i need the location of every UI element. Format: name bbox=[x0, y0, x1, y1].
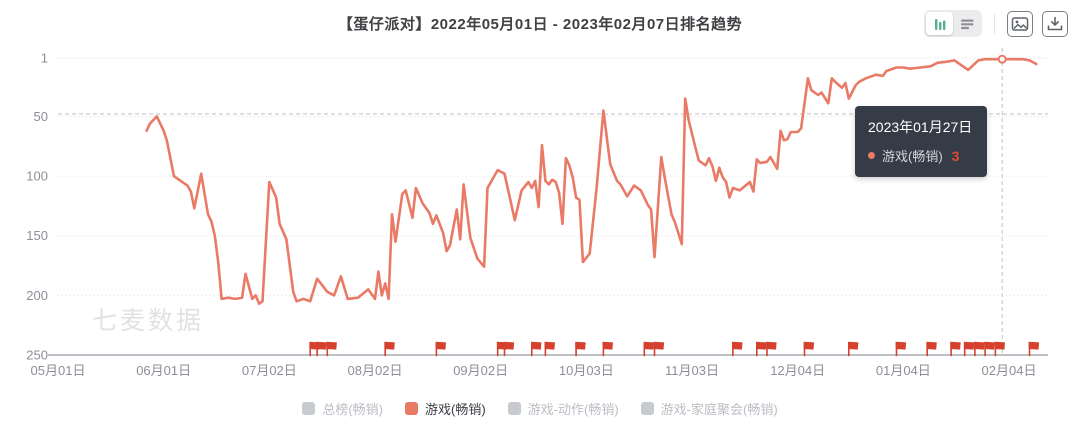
chart-legend: 总榜(畅销) 游戏(畅销) 游戏-动作(畅销) 游戏-家庭聚会(畅销) bbox=[0, 399, 1080, 418]
release-flag-icon[interactable] bbox=[926, 341, 937, 357]
y-tick-label: 100 bbox=[26, 169, 48, 184]
export-image-button[interactable] bbox=[1007, 10, 1033, 37]
y-tick-label: 250 bbox=[26, 348, 48, 363]
chart-toolbar bbox=[924, 10, 1068, 37]
release-flag-icon[interactable] bbox=[803, 341, 815, 357]
x-tick-label: 01月04日 bbox=[876, 363, 931, 378]
legend-label: 游戏-动作(畅销) bbox=[527, 402, 619, 417]
y-tick-label: 50 bbox=[34, 109, 48, 124]
legend-label: 游戏-家庭聚会(畅销) bbox=[660, 402, 778, 417]
x-tick-label: 02月04日 bbox=[982, 363, 1037, 378]
bar-chart-view-button[interactable] bbox=[926, 12, 953, 35]
x-tick-label: 11月03日 bbox=[665, 363, 719, 378]
legend-swatch bbox=[507, 402, 521, 415]
export-image-icon bbox=[1011, 16, 1029, 31]
release-flag-icon[interactable] bbox=[766, 341, 777, 357]
release-flag-icon[interactable] bbox=[503, 341, 515, 357]
release-flag-icon[interactable] bbox=[384, 341, 395, 357]
list-view-icon bbox=[960, 19, 973, 29]
release-flag-icon[interactable] bbox=[316, 341, 327, 357]
x-tick-label: 05月01日 bbox=[31, 363, 86, 378]
chart-tooltip: 2023年01月27日 游戏(畅销) 3 bbox=[855, 106, 987, 177]
x-tick-label: 07月02日 bbox=[242, 363, 297, 378]
legend-item-youxi-jiatingjuhui-changxiao[interactable]: 游戏-家庭聚会(畅销) bbox=[640, 399, 778, 418]
release-flag-icon[interactable] bbox=[974, 341, 985, 357]
download-icon bbox=[1047, 16, 1063, 30]
legend-label: 游戏(畅销) bbox=[425, 402, 486, 417]
legend-item-zongbang-changxiao[interactable]: 总榜(畅销) bbox=[302, 399, 383, 418]
release-flag-icon[interactable] bbox=[895, 341, 907, 357]
release-flag-icon[interactable] bbox=[756, 341, 767, 357]
download-button[interactable] bbox=[1042, 10, 1068, 37]
y-tick-label: 150 bbox=[26, 228, 48, 243]
tooltip-series-row: 游戏(畅销) 3 bbox=[868, 146, 974, 165]
x-tick-label: 10月03日 bbox=[559, 363, 614, 378]
series-line bbox=[145, 57, 1038, 306]
legend-swatch bbox=[302, 402, 316, 415]
legend-label: 总榜(畅销) bbox=[322, 402, 383, 417]
release-flag-icon[interactable] bbox=[544, 341, 555, 357]
release-flag-icon[interactable] bbox=[963, 341, 975, 357]
view-toggle bbox=[924, 10, 982, 37]
legend-item-youxi-changxiao[interactable]: 游戏(畅销) bbox=[405, 399, 486, 418]
x-tick-label: 08月02日 bbox=[348, 363, 403, 378]
x-tick-label: 12月04日 bbox=[770, 363, 825, 378]
release-flag-icon[interactable] bbox=[643, 341, 654, 357]
y-tick-label: 1 bbox=[41, 51, 48, 66]
bar-chart-icon bbox=[934, 18, 945, 30]
release-flag-icon[interactable] bbox=[531, 341, 542, 357]
release-flag-icon[interactable] bbox=[848, 341, 859, 357]
tooltip-series-value: 3 bbox=[951, 147, 960, 164]
legend-item-youxi-dongzuo-changxiao[interactable]: 游戏-动作(畅销) bbox=[507, 399, 619, 418]
legend-swatch bbox=[640, 402, 654, 415]
release-flag-icon[interactable] bbox=[984, 341, 995, 357]
qimai-watermark: 七麦数据 bbox=[92, 307, 205, 335]
release-flag-icon[interactable] bbox=[732, 341, 743, 357]
release-flag-icon[interactable] bbox=[575, 341, 586, 357]
legend-swatch bbox=[405, 402, 418, 415]
release-flag-icon[interactable] bbox=[653, 341, 665, 357]
release-flag-icon[interactable] bbox=[435, 341, 446, 357]
chart-title: 【蛋仔派对】2022年05月01日 - 2023年02月07日排名趋势 bbox=[337, 16, 743, 33]
hover-marker bbox=[997, 54, 1007, 64]
release-flag-icon[interactable] bbox=[950, 341, 961, 357]
release-flag-icon[interactable] bbox=[602, 341, 613, 357]
series-dot-icon bbox=[868, 152, 875, 159]
x-tick-label: 09月02日 bbox=[453, 363, 508, 378]
tooltip-date: 2023年01月27日 bbox=[868, 119, 973, 135]
release-flag-icon[interactable] bbox=[994, 341, 1005, 357]
y-tick-label: 200 bbox=[26, 288, 48, 303]
release-flag-icon[interactable] bbox=[1028, 341, 1040, 357]
tooltip-series-label: 游戏(畅销) bbox=[882, 149, 943, 164]
x-tick-label: 06月01日 bbox=[136, 363, 191, 378]
toolbar-divider bbox=[994, 13, 995, 34]
release-flag-icon[interactable] bbox=[326, 341, 337, 357]
list-view-button[interactable] bbox=[953, 12, 980, 35]
